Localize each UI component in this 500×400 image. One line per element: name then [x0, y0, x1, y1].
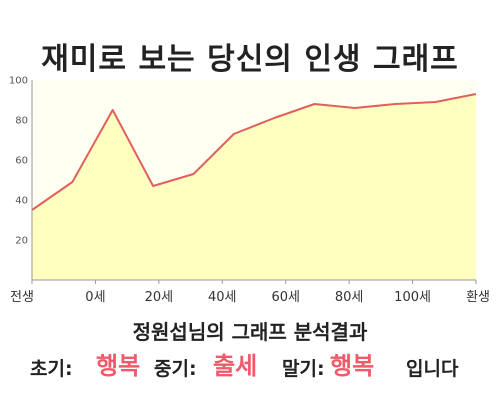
series-line	[31, 93, 477, 211]
late-value: 행복	[330, 352, 375, 380]
x-tick-label: 0세	[85, 290, 105, 305]
x-tick-label: 60세	[271, 290, 300, 305]
result-suffix: 입니다	[406, 358, 459, 380]
chart-title: 재미로 보는 당신의 인생 그래프	[41, 42, 459, 77]
y-tick-label: 60	[15, 156, 28, 167]
early-value: 행복	[96, 352, 141, 380]
analysis-result: 초기: 행복 중기: 출세 말기: 행복 입니다	[0, 346, 500, 380]
analysis-summary: 정원섭님의 그래프 분석결과	[132, 320, 368, 344]
x-tick-label: 20세	[145, 290, 174, 305]
y-tick-label: 80	[15, 116, 28, 127]
x-tick-label: 40세	[208, 290, 237, 305]
middle-label: 중기:	[154, 358, 197, 380]
y-tick-label: 100	[9, 76, 28, 87]
life-graph-chart: 20 40 60 80 100 전생 0세 20세 40세 60세 80세 100세 환생	[9, 76, 490, 306]
x-tick-label: 80세	[335, 290, 364, 305]
y-tick-label: 40	[15, 196, 28, 207]
early-label: 초기:	[30, 358, 73, 380]
y-tick-label: 20	[15, 236, 28, 247]
x-tick-label: 전생	[10, 290, 34, 305]
x-tick-label: 환생	[466, 290, 490, 305]
area-fill	[32, 94, 476, 280]
x-tick-label: 100세	[394, 290, 431, 305]
late-label: 말기:	[282, 358, 325, 380]
middle-value: 출세	[213, 352, 258, 380]
